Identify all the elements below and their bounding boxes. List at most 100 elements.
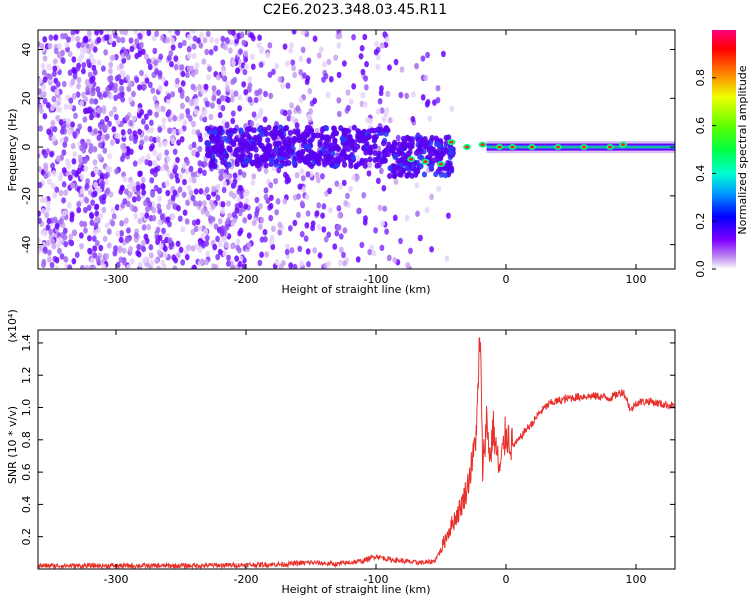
- spectrogram-cell: [228, 39, 234, 46]
- spectrogram-cell: [228, 127, 234, 134]
- spectrogram-cell: [124, 237, 130, 244]
- spectrogram-cell: [392, 172, 398, 179]
- spectrogram-cell: [38, 107, 44, 114]
- spectrogram-cell: [42, 55, 48, 62]
- spectrogram-cell: [307, 125, 313, 132]
- spectrogram-cell: [282, 171, 288, 179]
- spectrogram-cell: [265, 137, 271, 144]
- spectrogram-cell: [219, 146, 225, 153]
- spectrogram-cell: [338, 125, 344, 132]
- spectrogram-cell: [277, 76, 283, 83]
- colorbar-tick-label: 0.8: [694, 69, 707, 87]
- spectrogram-cell: [156, 265, 161, 269]
- spectrogram-cell: [90, 199, 96, 206]
- spectrogram-cell: [408, 247, 413, 255]
- spectrogram-cell: [316, 160, 322, 167]
- spectrogram-cell: [41, 84, 46, 91]
- spectrogram-cell: [244, 131, 250, 138]
- spectrogram-cell: [106, 242, 112, 249]
- spectrogram-cell: [392, 257, 398, 264]
- spectrogram-cell: [233, 147, 239, 154]
- spectrogram-cell: [105, 30, 111, 34]
- spectrogram-cell: [232, 127, 238, 134]
- spectrogram-cell: [246, 125, 253, 132]
- spectrogram-cell: [41, 261, 46, 268]
- spectrogram-cell: [50, 238, 56, 245]
- spectrogram-cell: [161, 117, 167, 124]
- spectrogram-cell: [38, 148, 41, 155]
- spectrogram-cell: [104, 133, 110, 140]
- spectrogram-cell: [155, 136, 161, 143]
- spectrogram-cell: [84, 197, 90, 204]
- spectrogram-cell: [341, 149, 347, 156]
- spectrogram-cell: [117, 92, 122, 100]
- spectrogram-cell: [170, 212, 176, 220]
- spectrogram-cell: [175, 252, 181, 259]
- spectrogram-cell: [226, 254, 231, 262]
- spectrogram-cell: [215, 140, 221, 147]
- snr-y-label: SNR (10 * v/v): [6, 406, 19, 484]
- spectrogram-cell: [76, 206, 82, 214]
- spectrogram-cell: [446, 212, 451, 219]
- spectrogram-cell: [377, 98, 383, 105]
- spectrogram-cell: [48, 34, 54, 41]
- spectrogram-cell: [83, 37, 89, 44]
- spectrogram-cell: [202, 160, 208, 168]
- spectrogram-cell: [120, 184, 125, 192]
- spectrogram-cell: [68, 233, 74, 241]
- spectrogram-cell: [154, 111, 159, 118]
- spectrogram-cell: [132, 160, 138, 167]
- spectrogram-cell: [337, 259, 343, 267]
- spectrogram-cell: [172, 148, 178, 155]
- spectrogram-cell: [106, 228, 112, 235]
- spectrogram-cell: [225, 38, 231, 45]
- spectrogram-cell: [257, 112, 263, 119]
- spectrogram-cell: [436, 142, 443, 149]
- spectrogram-cell: [333, 54, 339, 61]
- spectrogram-cell: [293, 155, 299, 162]
- spectrogram-cell: [222, 250, 228, 257]
- spectrogram-cell: [87, 125, 93, 133]
- spectrogram-cell: [224, 121, 230, 128]
- spectrogram-cell: [125, 74, 131, 81]
- spectrogram-cell: [385, 90, 391, 98]
- spectrogram-cell: [90, 257, 95, 264]
- spectrogram-cell: [113, 245, 118, 252]
- spectrogram-cell: [214, 37, 220, 44]
- spectrogram-cell: [407, 149, 413, 156]
- spectrogram-cell: [159, 213, 165, 220]
- spectrogram-cell: [253, 153, 260, 160]
- spectrogram-cell: [147, 201, 153, 208]
- spectrogram-cell: [61, 80, 67, 88]
- spectrogram-cell: [363, 84, 369, 91]
- spectrogram-cell: [345, 89, 351, 96]
- spectrogram-cell: [138, 41, 144, 49]
- spectrogram-cell: [38, 181, 43, 189]
- spectrogram-cell: [56, 52, 62, 59]
- spectrogram-cell: [358, 53, 364, 60]
- spectrogram-cell: [92, 190, 98, 198]
- spectrogram-cell: [154, 30, 160, 37]
- spectrogram-cell: [291, 30, 297, 35]
- spectrogram-cell: [176, 205, 181, 212]
- spectrogram-cell: [78, 232, 84, 239]
- spectrogram-cell: [134, 38, 140, 45]
- spectrogram-cell: [140, 48, 146, 56]
- spectrogram-cell: [286, 146, 293, 153]
- spectrogram-cell: [208, 49, 214, 56]
- spectrogram-cell: [143, 135, 149, 142]
- spectrogram-cell: [375, 108, 381, 115]
- spectrogram-cell: [71, 229, 77, 236]
- spectrogram-cell: [291, 64, 296, 72]
- spectrogram-cell: [323, 125, 330, 132]
- spectrogram-cell: [96, 59, 102, 66]
- spectrogram-cell: [173, 164, 179, 172]
- y-tick-label: 40: [20, 43, 33, 57]
- spectrogram-cell: [224, 152, 230, 159]
- spectrogram-cell: [119, 155, 125, 163]
- x-tick-label: -300: [104, 573, 129, 586]
- spectrogram-cell: [82, 116, 88, 123]
- spectrogram-cell: [49, 261, 55, 269]
- spectrogram-cell: [383, 41, 389, 48]
- spectrogram-cell: [191, 177, 197, 184]
